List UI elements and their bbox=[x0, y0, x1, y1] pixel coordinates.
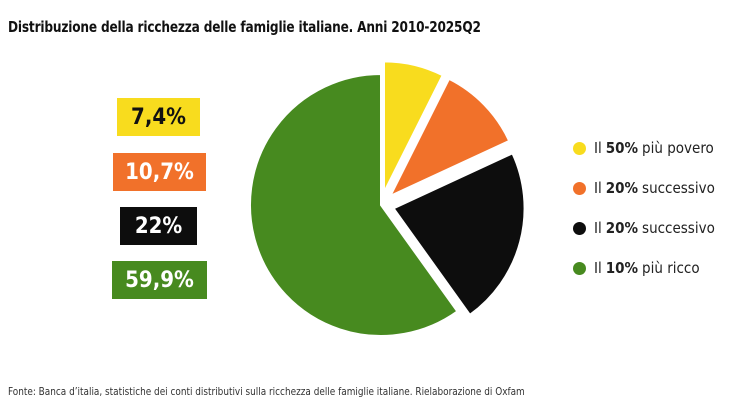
legend-dot-icon bbox=[573, 181, 586, 195]
legend: Il 50% più povero Il 20% successivo Il 20% suc… bbox=[573, 128, 715, 288]
legend-dot-icon bbox=[573, 221, 586, 235]
legend-dot-icon bbox=[573, 261, 586, 275]
value-label-2: 22% bbox=[120, 207, 197, 245]
pie-slice-1 bbox=[388, 77, 511, 199]
pie-slice-2 bbox=[392, 151, 526, 317]
value-label-1: 10,7% bbox=[113, 153, 206, 191]
pie-slice-0 bbox=[382, 60, 445, 193]
pie-slice-3 bbox=[249, 72, 459, 337]
legend-item: Il 10% più ricco bbox=[573, 248, 715, 288]
value-label-3: 59,9% bbox=[112, 261, 207, 299]
legend-item: Il 20% successivo bbox=[573, 168, 715, 208]
value-label-0: 7,4% bbox=[117, 98, 200, 136]
legend-item: Il 20% successivo bbox=[573, 208, 715, 248]
legend-dot-icon bbox=[573, 141, 586, 155]
source-note: Fonte: Banca d’italia, statistiche dei c… bbox=[8, 385, 525, 398]
legend-item: Il 50% più povero bbox=[573, 128, 715, 168]
chart-title: Distribuzione della ricchezza delle fami… bbox=[8, 18, 481, 36]
